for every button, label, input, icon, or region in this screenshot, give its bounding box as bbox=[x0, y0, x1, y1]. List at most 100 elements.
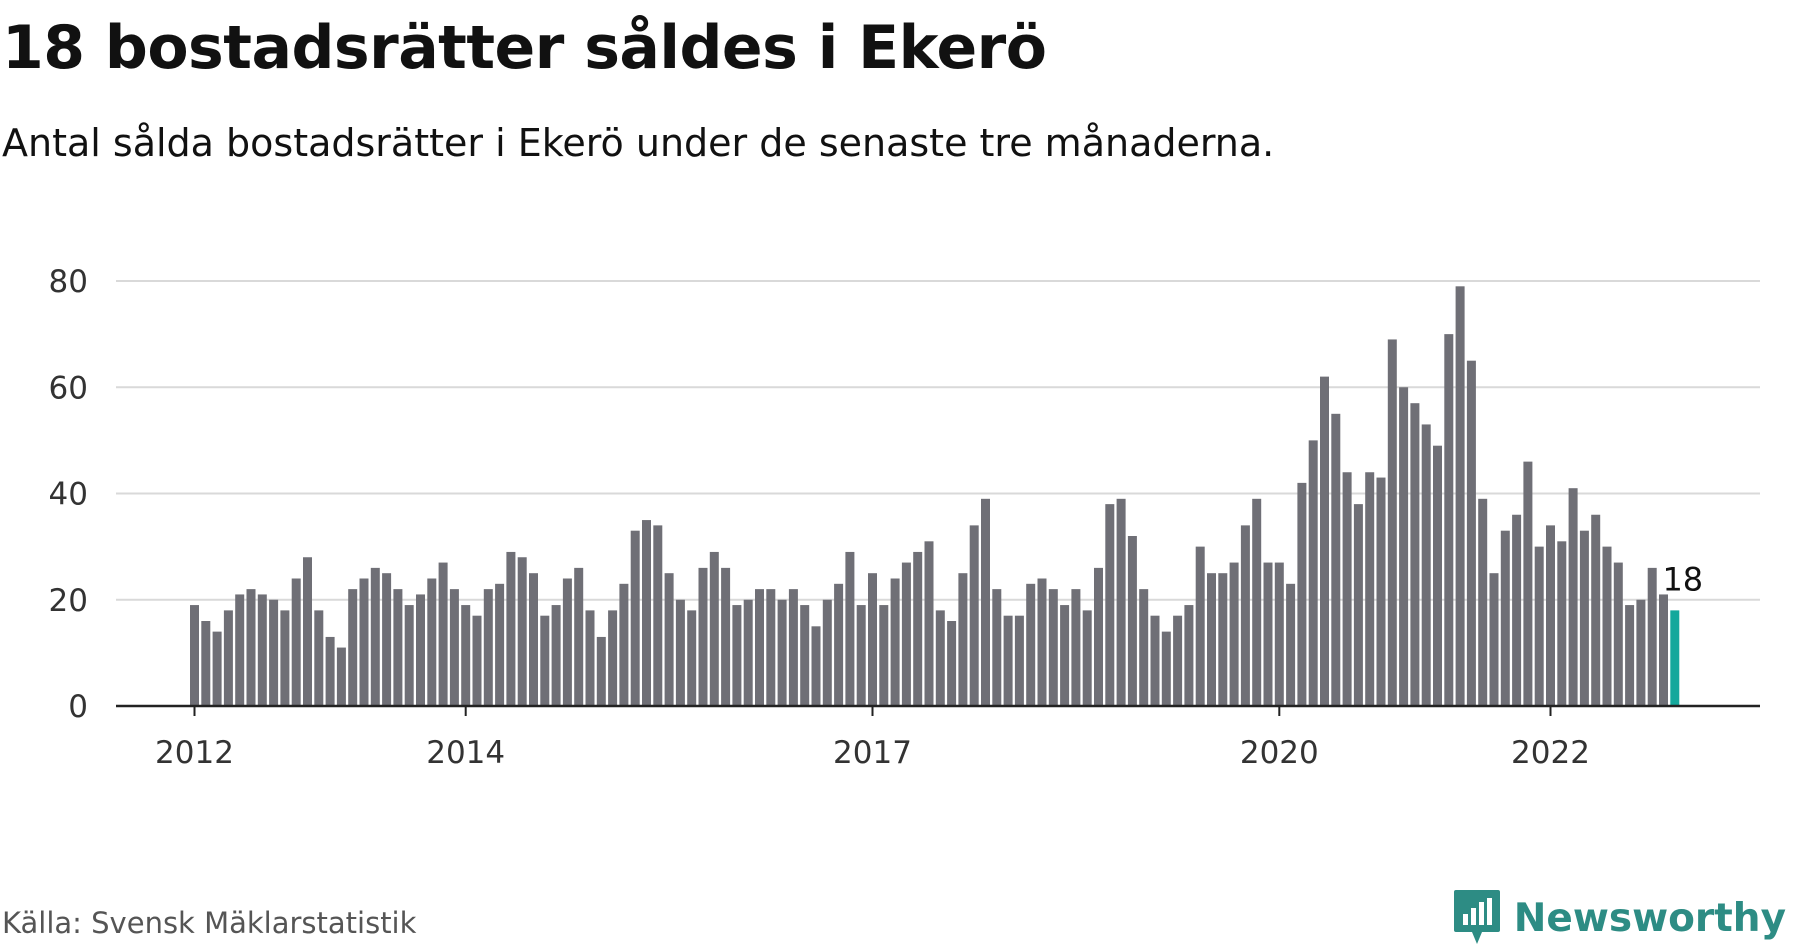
bar bbox=[1512, 514, 1522, 706]
bar bbox=[1252, 498, 1262, 706]
bar bbox=[1308, 440, 1318, 706]
bar bbox=[924, 541, 934, 706]
bar bbox=[1094, 567, 1103, 706]
bar-chart: 0 20 40 60 80 2012 2014 2017 2020 2022 18 bbox=[49, 264, 1760, 771]
bar bbox=[1387, 339, 1397, 706]
bar bbox=[336, 647, 346, 706]
bar bbox=[212, 631, 222, 706]
bar bbox=[382, 573, 392, 706]
bar bbox=[1116, 498, 1126, 706]
bar bbox=[269, 599, 279, 706]
y-tick-label: 0 bbox=[68, 689, 88, 725]
bar bbox=[890, 578, 900, 706]
bar bbox=[1342, 472, 1352, 706]
bar bbox=[1014, 615, 1024, 706]
bar bbox=[1297, 482, 1307, 706]
x-tick-label: 2020 bbox=[1240, 735, 1319, 771]
bar bbox=[1320, 376, 1329, 706]
bar bbox=[314, 610, 324, 706]
bar bbox=[483, 589, 493, 706]
bar bbox=[1647, 567, 1657, 706]
bar bbox=[585, 610, 595, 706]
bar bbox=[1184, 605, 1194, 706]
bar bbox=[517, 557, 527, 706]
bar bbox=[1365, 472, 1375, 706]
bar bbox=[472, 615, 482, 706]
bar bbox=[947, 621, 957, 706]
bar bbox=[732, 605, 742, 706]
y-tick-label: 40 bbox=[49, 477, 88, 513]
bar bbox=[325, 636, 335, 706]
brand-logo: Newsworthy bbox=[1452, 888, 1786, 948]
bar bbox=[1048, 589, 1058, 706]
bar bbox=[642, 520, 651, 706]
bar bbox=[901, 562, 911, 706]
x-tick-label: 2017 bbox=[833, 735, 912, 771]
bar bbox=[291, 578, 301, 706]
highlight-value-label: 18 bbox=[1662, 560, 1703, 598]
bar bbox=[958, 573, 968, 706]
bar bbox=[1331, 413, 1341, 706]
chart-title: 18 bostadsrätter såldes i Ekerö bbox=[2, 13, 1047, 83]
bar bbox=[1207, 573, 1216, 706]
bar bbox=[416, 594, 425, 706]
bar bbox=[1240, 525, 1250, 706]
bar bbox=[834, 583, 844, 706]
bar bbox=[755, 589, 764, 706]
bar bbox=[800, 605, 810, 706]
bar bbox=[223, 610, 233, 706]
bar bbox=[190, 605, 199, 706]
bar bbox=[529, 573, 538, 706]
bar bbox=[1173, 615, 1183, 706]
bar bbox=[1613, 562, 1623, 706]
bar bbox=[630, 530, 640, 706]
bar bbox=[879, 605, 889, 706]
bar bbox=[1003, 615, 1013, 706]
bar bbox=[1274, 562, 1284, 706]
x-tick-label: 2012 bbox=[155, 735, 234, 771]
bar bbox=[370, 567, 380, 706]
bar bbox=[1150, 615, 1160, 706]
bar bbox=[856, 605, 866, 706]
bar bbox=[1286, 583, 1296, 706]
bar bbox=[1060, 605, 1070, 706]
bar bbox=[969, 525, 979, 706]
chart-subtitle: Antal sålda bostadsrätter i Ekerö under … bbox=[2, 121, 1275, 165]
bar bbox=[540, 615, 550, 706]
bar bbox=[1410, 403, 1420, 706]
bar bbox=[913, 551, 923, 706]
bar bbox=[992, 589, 1002, 706]
bar bbox=[257, 594, 267, 706]
bar bbox=[1579, 530, 1589, 706]
bar bbox=[845, 551, 855, 706]
highlight-bar bbox=[1670, 610, 1680, 706]
bar bbox=[664, 573, 674, 706]
bar bbox=[608, 610, 618, 706]
bar bbox=[1139, 589, 1149, 706]
bar bbox=[1444, 334, 1454, 706]
bar bbox=[1127, 536, 1137, 706]
bar bbox=[1546, 525, 1555, 706]
brand-name: Newsworthy bbox=[1513, 895, 1786, 941]
newsworthy-logo-icon bbox=[1453, 890, 1500, 944]
bar bbox=[1557, 541, 1567, 706]
bar bbox=[1433, 445, 1442, 706]
bar bbox=[1218, 573, 1228, 706]
bar bbox=[280, 610, 290, 706]
bar bbox=[449, 589, 459, 706]
bar bbox=[1263, 562, 1273, 706]
bar bbox=[1489, 573, 1499, 706]
bar bbox=[1602, 546, 1612, 706]
source-note: Källa: Svensk Mäklarstatistik bbox=[2, 906, 417, 940]
bar bbox=[811, 626, 821, 706]
bar bbox=[1195, 546, 1205, 706]
bar bbox=[619, 583, 629, 706]
bar bbox=[303, 557, 312, 706]
x-tick-label: 2022 bbox=[1511, 735, 1590, 771]
bar bbox=[404, 605, 414, 706]
bar bbox=[1659, 594, 1668, 706]
bar bbox=[653, 525, 663, 706]
bar bbox=[1478, 498, 1488, 706]
bar bbox=[675, 599, 685, 706]
bar bbox=[1026, 583, 1036, 706]
